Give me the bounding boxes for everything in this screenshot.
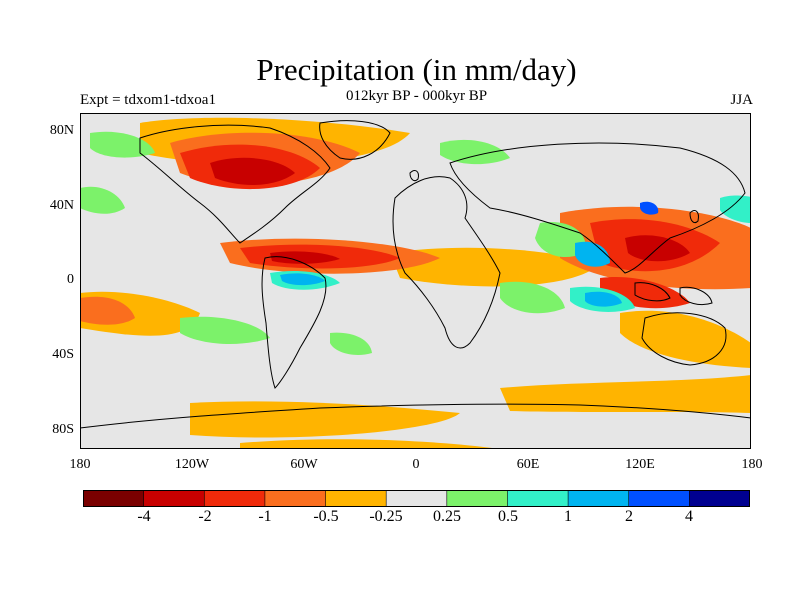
precipitation-anomaly-map bbox=[80, 113, 751, 449]
y-tick-label-40n: 40N bbox=[49, 198, 74, 213]
chart-subtitle: 012kyr BP - 000kyr BP bbox=[345, 88, 488, 104]
x-tick-label-60e: 60E bbox=[516, 457, 540, 472]
y-tick-label-40s: 40S bbox=[52, 347, 74, 362]
colorbar-swatches bbox=[83, 490, 750, 507]
colorbar-swatch bbox=[143, 490, 205, 507]
colorbar-swatch bbox=[689, 490, 750, 507]
colorbar bbox=[83, 490, 750, 507]
colorbar-swatch bbox=[325, 490, 387, 507]
x-tick-label-60w: 60W bbox=[290, 457, 318, 472]
anomaly-layer-light-blue bbox=[280, 241, 622, 307]
colorbar-swatch bbox=[628, 490, 690, 507]
y-tick-label-80n: 80N bbox=[49, 123, 74, 138]
colorbar-swatch bbox=[83, 490, 145, 507]
colorbar-label: 4 bbox=[685, 508, 693, 525]
colorbar-label: 1 bbox=[564, 508, 572, 525]
season-label: JJA bbox=[730, 92, 753, 108]
colorbar-label: -4 bbox=[137, 508, 151, 525]
colorbar-label: -2 bbox=[198, 508, 212, 525]
colorbar-swatch bbox=[568, 490, 630, 507]
experiment-label: Expt = tdxom1-tdxoa1 bbox=[80, 92, 216, 108]
colorbar-swatch bbox=[507, 490, 569, 507]
colorbar-swatch bbox=[264, 490, 327, 507]
y-tick-label-equator: 0 bbox=[67, 272, 74, 287]
x-tick-label-120w: 120W bbox=[174, 457, 210, 472]
x-tick-label-120e: 120E bbox=[625, 457, 655, 472]
anomaly-layer-green bbox=[80, 131, 586, 355]
colorbar-label: 2 bbox=[625, 508, 633, 525]
colorbar-label: -1 bbox=[258, 508, 272, 525]
x-tick-label-180w: 180 bbox=[69, 457, 91, 472]
y-tick-label-80s: 80S bbox=[52, 422, 74, 437]
chart-title: Precipitation (in mm/day) bbox=[256, 52, 577, 87]
colorbar-label: -0.25 bbox=[369, 508, 403, 525]
anomaly-layer-blue bbox=[640, 201, 659, 215]
colorbar-label: 0.25 bbox=[433, 508, 461, 525]
colorbar-swatch bbox=[386, 490, 448, 507]
x-tick-label-180e: 180 bbox=[741, 457, 763, 472]
colorbar-swatch bbox=[204, 490, 266, 507]
colorbar-label: 0.5 bbox=[498, 508, 518, 525]
colorbar-label: -0.5 bbox=[313, 508, 339, 525]
colorbar-swatch bbox=[446, 490, 508, 507]
map-frame bbox=[80, 113, 751, 449]
x-tick-label-0: 0 bbox=[412, 457, 420, 472]
coastlines bbox=[80, 120, 751, 429]
colorbar-frame bbox=[83, 490, 750, 507]
